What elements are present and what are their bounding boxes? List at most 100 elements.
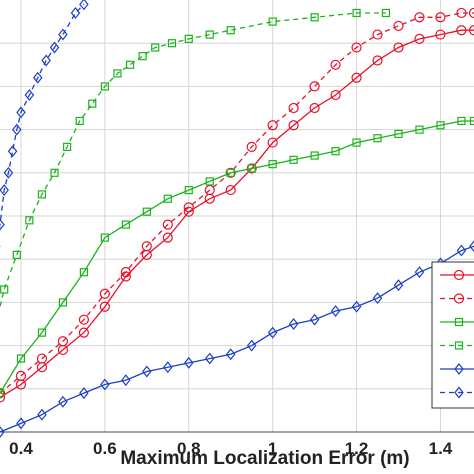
series-3-point [88,99,97,108]
legend-swatch-marker [454,363,464,375]
series-2-point [184,185,193,195]
series-2-point [100,233,109,242]
series-2-point [58,298,68,307]
x-tick-label: 1.2 [345,439,369,458]
series-5-point [70,6,81,19]
series-2-point [226,168,235,177]
series-3 [0,8,391,310]
series-3-point [50,168,59,177]
series-1-point [309,81,320,92]
series-3-point [125,60,135,69]
series-2-point [352,138,361,147]
series-3-point [226,26,235,35]
series-2-point [37,328,47,337]
series-1-point [0,388,6,399]
series-3-point [12,250,21,259]
series-4-point [204,352,215,365]
series-1-point [183,202,194,213]
series-2-point [268,160,277,169]
series-1-point [78,314,89,325]
series-1-point [246,141,257,152]
series-2-point [0,389,5,398]
series-5-line [0,3,85,229]
series-1-point [162,219,173,230]
series-0-point [162,232,173,243]
grid-lines [0,0,474,433]
series-5-point [79,0,89,11]
series-2 [0,116,474,398]
series-1-point [456,7,467,19]
series-2-point [289,155,298,164]
series-1-point [36,353,48,364]
series-4-point [142,365,152,378]
series-3-point [381,8,391,18]
series-0-point [456,25,467,36]
x-tick-label: 0.8 [177,439,201,458]
series-1-point [267,120,278,131]
series-3-point [352,8,361,18]
series-1-point [372,29,383,40]
series-1-point [330,59,341,70]
legend-entry-0 [440,269,474,281]
series-4-point [16,417,26,430]
series-4-point [163,361,173,374]
series-3-point [113,69,122,78]
series-0-point [372,55,383,66]
series-2-point [205,177,214,186]
series-0-point [435,29,446,40]
series-1-point [351,42,362,53]
series-2-point [457,116,466,126]
series-5-point [0,184,9,197]
series-2-point [373,134,382,143]
series-0-point [267,137,278,148]
legend [431,261,474,409]
series-4-point [372,292,383,305]
series-2-point [16,354,26,363]
series-4-point [100,378,110,391]
series-4-point [469,240,474,253]
series-4-point [393,279,404,292]
series-4 [0,240,474,438]
legend-entry-2 [440,317,474,327]
series-3-point [205,30,214,39]
series-0-point [0,392,6,403]
legend-box [431,261,474,409]
x-axis-label: Maximum Localization Error (m) [120,448,409,469]
series-4-point [121,374,131,387]
series-2-point [469,116,474,126]
series-3-line [0,12,386,310]
series-1-point [288,102,299,114]
series-1-point [393,20,404,32]
x-tick-labels: 0.4 0.6 0.8 1 1.2 1.4 [9,439,453,458]
series-2-point [331,147,340,156]
series-3-point [151,43,160,52]
series-4-point [183,356,194,369]
series-1-point [57,336,69,347]
series-4-point [246,339,257,352]
series-1 [0,7,474,399]
series-0-point [330,89,341,101]
series-3-point [310,13,319,22]
x-tick-label: 1.4 [429,439,453,458]
series-2-point [436,121,445,130]
series-1-point [15,370,27,381]
series-3-point [63,142,72,151]
series-5-point [16,106,26,119]
series-1-point [141,241,152,252]
series-1-point [225,167,236,178]
series-4-point [79,387,89,400]
series-2-point [394,129,403,139]
series-1-point [435,12,446,23]
series-4-point [351,300,362,313]
series-1-point [99,288,110,299]
legend-swatch-marker [454,341,464,350]
series-0-point [78,327,89,338]
series-4-point [414,266,425,279]
series-0-point [288,120,299,131]
legend-swatch-marker [454,317,464,327]
series-lines [0,0,474,438]
series-1-point [414,12,425,23]
